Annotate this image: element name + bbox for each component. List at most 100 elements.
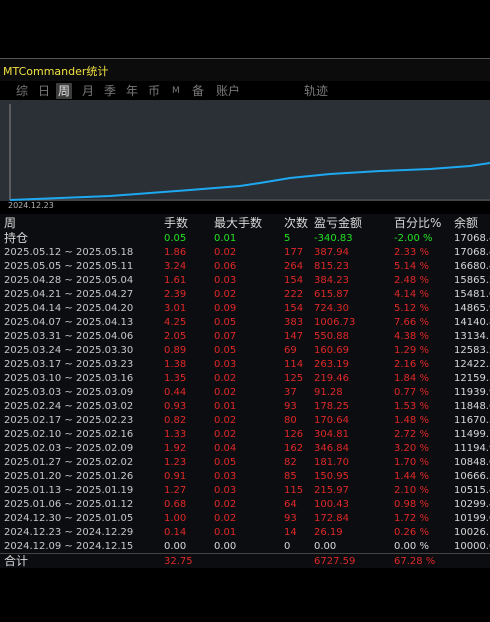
table-cell: 100.43	[314, 499, 349, 510]
table-cell: 2.05	[164, 331, 187, 342]
table-cell: 0.44	[164, 387, 187, 398]
table-cell: 11499.7	[454, 429, 490, 440]
column-header: 余额	[454, 217, 479, 230]
table-cell: 1006.73	[314, 317, 356, 328]
total-cell: 67.28 %	[394, 556, 436, 567]
table-cell: 2.72 %	[394, 429, 429, 440]
table-cell: 4.38 %	[394, 331, 429, 342]
table-cell: 11194.9	[454, 443, 490, 454]
table-cell: 815.23	[314, 261, 349, 272]
tab[interactable]: 备	[192, 84, 205, 98]
table-cell: 3.20 %	[394, 443, 429, 454]
table-cell: 1.48 %	[394, 415, 429, 426]
table-cell: 384.23	[314, 275, 349, 286]
table-cell: 1.61	[164, 275, 187, 286]
table-cell: 91.28	[314, 387, 343, 398]
table-cell: 2025.03.24 ~ 2025.03.30	[4, 345, 134, 356]
table-cell: 10515.4	[454, 485, 490, 496]
table-cell: 0.00	[164, 541, 187, 552]
table-cell: 2025.01.27 ~ 2025.02.02	[4, 457, 134, 468]
table-cell: 222	[284, 289, 304, 300]
table-cell: 0.01	[214, 401, 237, 412]
tab[interactable]: 轨迹	[304, 84, 329, 98]
tab[interactable]: 综	[16, 84, 29, 98]
table-cell: 383	[284, 317, 304, 328]
tab[interactable]: 币	[148, 84, 161, 98]
column-header: 手数	[164, 217, 189, 230]
table-cell: 3.01	[164, 303, 187, 314]
table-cell: 64	[284, 499, 297, 510]
table-cell: 2025.03.03 ~ 2025.03.09	[4, 387, 134, 398]
holding-cell: 持仓	[4, 232, 29, 245]
table-cell: 12583.2	[454, 345, 490, 356]
table-cell: 3.24	[164, 261, 187, 272]
table-cell: 2025.03.17 ~ 2025.03.23	[4, 359, 134, 370]
table-cell: 0.02	[214, 499, 237, 510]
table-cell: 2025.05.05 ~ 2025.05.11	[4, 261, 134, 272]
table-cell: 10199.0	[454, 513, 490, 524]
table-cell: 1.29 %	[394, 345, 429, 356]
table-cell: 0.01	[214, 527, 237, 538]
stats-table	[0, 214, 490, 568]
table-cell: 0.09	[214, 303, 237, 314]
tab[interactable]: 年	[126, 84, 139, 98]
table-cell: 0.05	[214, 457, 237, 468]
table-cell: 0.14	[164, 527, 187, 538]
total-cell: 合计	[4, 555, 29, 568]
table-cell: 0.02	[214, 289, 237, 300]
tab[interactable]: 季	[104, 84, 117, 98]
table-cell: 0.82	[164, 415, 187, 426]
table-cell: 5.14 %	[394, 261, 429, 272]
table-cell: 162	[284, 443, 304, 454]
table-cell: 14	[284, 527, 297, 538]
table-cell: 0.03	[214, 275, 237, 286]
table-cell: 2025.01.20 ~ 2025.01.26	[4, 471, 134, 482]
table-cell: 1.27	[164, 485, 187, 496]
table-cell: 0.02	[214, 387, 237, 398]
table-cell: 0.02	[214, 415, 237, 426]
holding-cell: 0.05	[164, 233, 187, 244]
table-cell: 7.66 %	[394, 317, 429, 328]
table-cell: 219.46	[314, 373, 349, 384]
column-header: 百分比%	[394, 217, 442, 230]
table-cell: 0.04	[214, 443, 237, 454]
tab[interactable]: M	[172, 86, 180, 96]
table-cell: 1.44 %	[394, 471, 429, 482]
table-cell: 11670.3	[454, 415, 490, 426]
column-header: 周	[4, 217, 17, 230]
table-cell: 263.19	[314, 359, 349, 370]
table-cell: 14140.8	[454, 317, 490, 328]
table-cell: 11939.9	[454, 387, 490, 398]
window-title: MTCommander统计	[3, 65, 109, 78]
table-cell: 0.03	[214, 471, 237, 482]
table-cell: 11848.6	[454, 401, 490, 412]
table-cell: 0.02	[214, 373, 237, 384]
table-cell: 1.53 %	[394, 401, 429, 412]
holding-cell: -2.00 %	[394, 233, 433, 244]
table-cell: 82	[284, 457, 297, 468]
table-cell: 93	[284, 513, 297, 524]
table-cell: 2.48 %	[394, 275, 429, 286]
tab[interactable]: 账户	[216, 84, 241, 98]
table-cell: 264	[284, 261, 304, 272]
table-cell: 114	[284, 359, 304, 370]
total-cell: 32.75	[164, 556, 193, 567]
balance-line	[9, 162, 490, 201]
table-cell: 0.06	[214, 261, 237, 272]
table-cell: 0.05	[214, 317, 237, 328]
table-cell: 0.93	[164, 401, 187, 412]
chart-start-label: 2024.12.23	[8, 201, 54, 210]
tab[interactable]: 月	[82, 84, 95, 98]
tab[interactable]: 日	[38, 84, 51, 98]
table-cell: 724.30	[314, 303, 349, 314]
table-cell: 93	[284, 401, 297, 412]
tab[interactable]: 周	[56, 83, 73, 99]
table-cell: 2025.02.24 ~ 2025.03.02	[4, 401, 134, 412]
table-cell: 2025.01.06 ~ 2025.01.12	[4, 499, 134, 510]
table-cell: 5.12 %	[394, 303, 429, 314]
table-cell: 1.72 %	[394, 513, 429, 524]
holding-cell: -340.83	[314, 233, 353, 244]
table-cell: 125	[284, 373, 304, 384]
table-cell: 15481.0	[454, 289, 490, 300]
table-cell: 2025.04.21 ~ 2025.04.27	[4, 289, 134, 300]
